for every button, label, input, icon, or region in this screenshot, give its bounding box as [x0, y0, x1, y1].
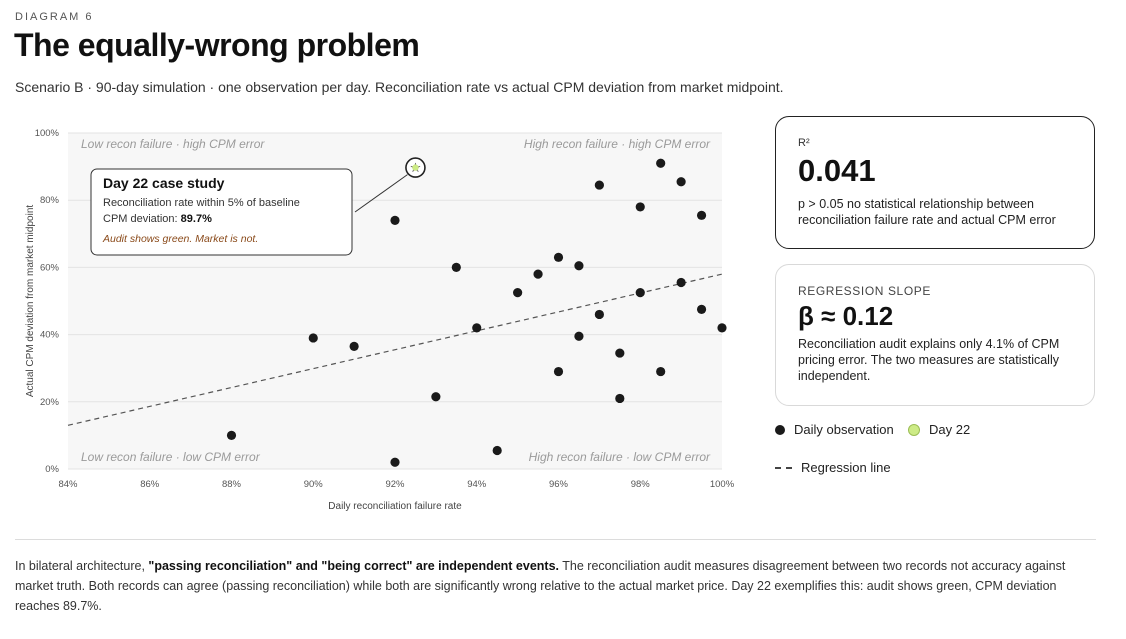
- quadrant-label-bottom-left: Low recon failure · low CPM error: [81, 450, 261, 464]
- y-tick-label: 0%: [45, 464, 59, 475]
- y-axis-title: Actual CPM deviation from market midpoin…: [25, 205, 36, 398]
- x-tick-label: 88%: [222, 479, 242, 490]
- y-tick-label: 20%: [40, 397, 60, 408]
- data-point: [390, 215, 400, 225]
- chart-legend: Daily observation Day 22 Regression line: [775, 420, 1095, 480]
- footer-explanation: In bilateral architecture, "passing reco…: [15, 556, 1100, 616]
- x-tick-label: 90%: [304, 479, 324, 490]
- footer-intro: In bilateral architecture,: [15, 559, 149, 573]
- callout-connector: [354, 174, 408, 213]
- data-point: [615, 393, 625, 404]
- legend-regression-label: Regression line: [801, 460, 891, 475]
- callout-cpm-value: 89.7%: [181, 213, 212, 225]
- y-tick-label: 40%: [40, 330, 60, 341]
- quadrant-label-bottom-right: High recon failure · low CPM error: [529, 450, 711, 464]
- y-tick-label: 80%: [40, 195, 60, 206]
- regression-slope-value: β ≈ 0.12: [798, 301, 894, 331]
- footer-emphasis: "passing reconciliation" and "being corr…: [148, 559, 560, 573]
- data-point: [696, 304, 707, 314]
- data-point: [696, 210, 707, 220]
- r-squared-label: R²: [798, 137, 810, 149]
- regression-slope-note: Reconciliation audit explains only 4.1% …: [798, 337, 1060, 383]
- data-point: [472, 323, 482, 333]
- quadrant-label-top-right: High recon failure · high CPM error: [524, 137, 711, 151]
- diagram-eyebrow: DIAGRAM 6: [15, 11, 94, 23]
- section-divider: [15, 539, 1096, 540]
- data-point: [615, 348, 625, 358]
- data-point: [492, 445, 502, 456]
- callout-title: Day 22 case study: [103, 175, 225, 191]
- r-squared-card: R² 0.041 p > 0.05 no statistical relatio…: [775, 116, 1095, 249]
- x-tick-label: 92%: [385, 479, 405, 490]
- scatter-chart: 0% 20% 40% 60% 80% 100% 84% 86% 88% 90% 92% 94% 96% 9…: [25, 128, 735, 512]
- callout-note: Audit shows green. Market is not.: [102, 233, 258, 245]
- data-point: [717, 323, 727, 333]
- day-22-marker-icon: [908, 423, 920, 436]
- legend-daily-observation: Daily observation: [775, 422, 894, 437]
- x-tick-label: 94%: [467, 479, 487, 490]
- data-point: [676, 177, 686, 187]
- legend-day-22: Day 22: [908, 422, 970, 437]
- data-point: [635, 288, 645, 298]
- data-point: [676, 277, 686, 288]
- x-axis-title: Daily reconciliation failure rate: [328, 501, 462, 512]
- legend-daily-label: Daily observation: [794, 422, 894, 437]
- daily-observation-marker-icon: [775, 424, 785, 435]
- r-squared-note: p > 0.05 no statistical relationship bet…: [798, 197, 1056, 227]
- legend-day22-label: Day 22: [929, 422, 971, 437]
- data-point: [431, 392, 441, 402]
- data-point: [635, 202, 645, 212]
- day-22-callout: [90, 168, 353, 256]
- data-point: [451, 262, 461, 272]
- regression-line: [67, 273, 723, 426]
- callout-line-2: CPM deviation: 89.7%: [103, 213, 212, 225]
- dashed-line-icon: [775, 466, 792, 469]
- x-tick-label: 98%: [631, 479, 651, 490]
- y-tick-label: 100%: [35, 128, 60, 139]
- data-point: [574, 261, 584, 271]
- data-point: [574, 331, 584, 341]
- regression-slope-label: REGRESSION SLOPE: [798, 284, 931, 298]
- page-title: The equally-wrong problem: [14, 27, 420, 63]
- data-point: [349, 341, 359, 351]
- callout-line-1: Reconciliation rate within 5% of baselin…: [103, 197, 300, 209]
- data-point: [553, 366, 564, 377]
- y-tick-label: 60%: [40, 262, 60, 273]
- data-point: [533, 269, 543, 279]
- data-point: [553, 252, 564, 262]
- data-point: [656, 366, 666, 377]
- data-point: [308, 333, 318, 343]
- regression-slope-card: REGRESSION SLOPE β ≈ 0.12 Reconciliation…: [775, 264, 1095, 406]
- quadrant-label-top-left: Low recon failure · high CPM error: [81, 137, 265, 151]
- data-point: [656, 158, 666, 168]
- x-tick-label: 100%: [710, 479, 735, 490]
- data-point: [594, 309, 604, 320]
- x-tick-label: 84%: [58, 479, 78, 490]
- legend-regression-line: Regression line: [775, 460, 891, 475]
- page-subtitle: Scenario B · 90-day simulation · one obs…: [15, 79, 784, 95]
- day-22-point: [412, 164, 419, 171]
- footer-body: The reconciliation audit measures disagr…: [15, 559, 1066, 613]
- r-squared-value: 0.041: [798, 153, 876, 188]
- x-tick-label: 96%: [549, 479, 569, 490]
- x-tick-label: 86%: [140, 479, 160, 490]
- data-point: [513, 288, 523, 298]
- data-point: [226, 430, 237, 440]
- data-point: [594, 180, 604, 190]
- data-point: [390, 457, 400, 467]
